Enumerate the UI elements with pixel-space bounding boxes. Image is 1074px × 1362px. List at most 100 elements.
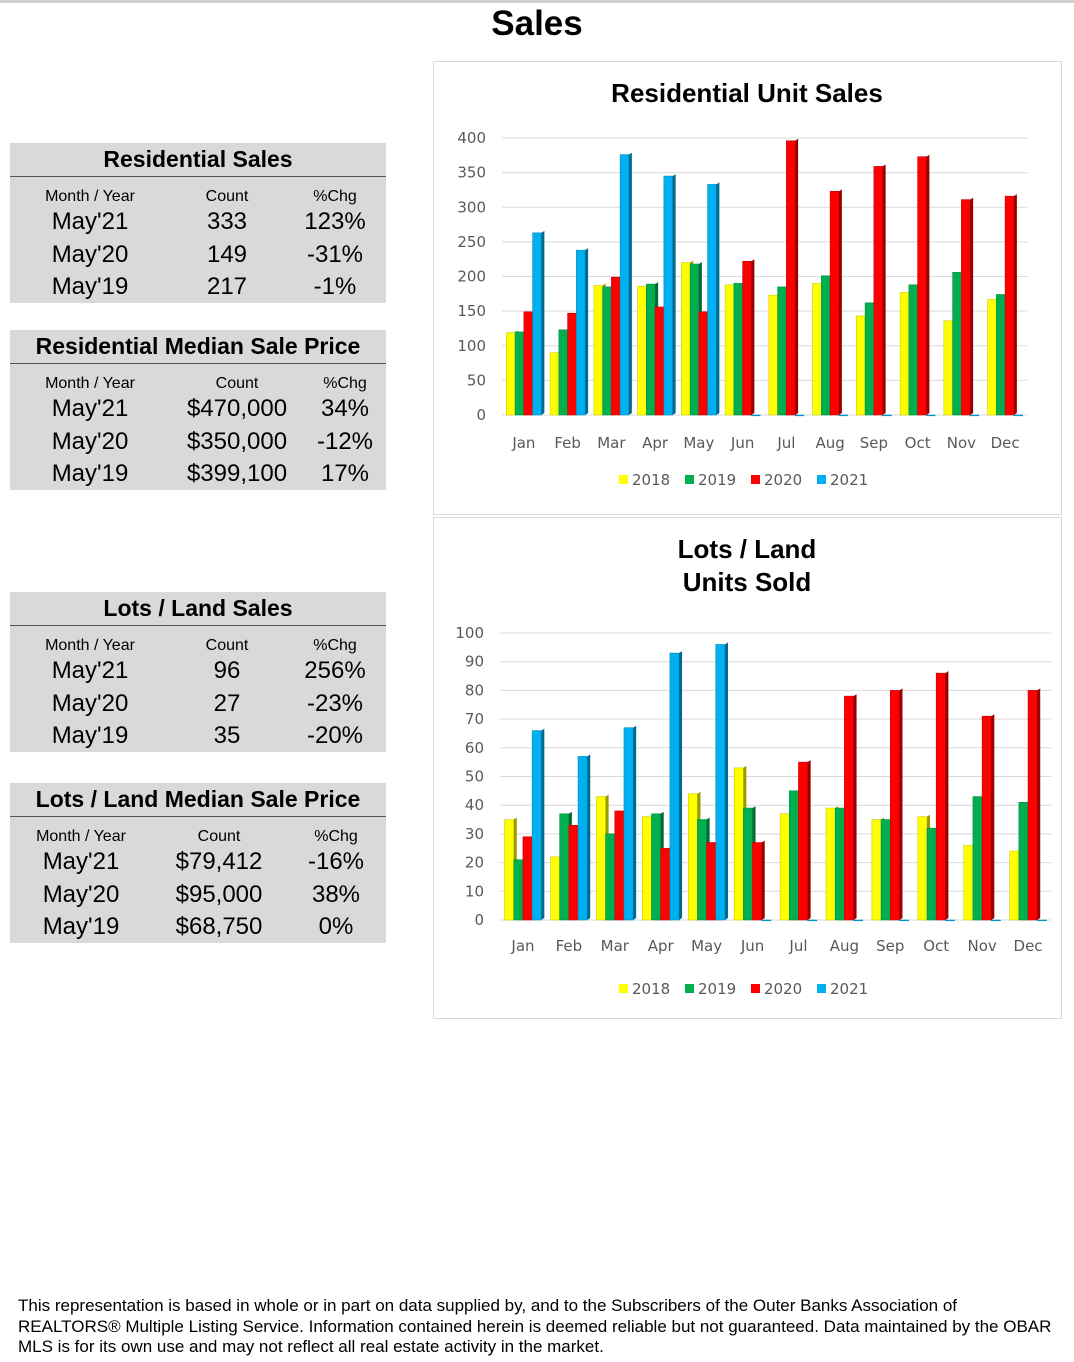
row-count: 217 [206, 273, 248, 300]
residential-unit-sales-chart: Residential Unit Sales 0 50 100 150 200 250 300… [433, 61, 1062, 515]
legend-label-2019: 2019 [698, 980, 736, 998]
bar-2018-jun [733, 767, 744, 921]
bar-2018-nov [963, 845, 974, 921]
bar-2020-sep [889, 690, 900, 921]
y-tick-label: 60 [465, 739, 484, 757]
row-count: 27 [213, 689, 241, 717]
bar-2021-may [715, 644, 726, 921]
table-row: May'19 35 -20% [10, 722, 386, 755]
legend-swatch-2021 [817, 984, 826, 993]
bar-depth [587, 754, 591, 920]
table-row: May'19 217 -1% [10, 273, 386, 306]
x-tick-label: Mar [601, 937, 630, 955]
table-header: Month / Year Count %Chg [10, 637, 386, 657]
legend-label-2020: 2020 [764, 980, 802, 998]
bar-2020-jun [742, 260, 752, 416]
legend-label-2019: 2019 [698, 471, 736, 489]
bar-2019-aug [834, 807, 845, 921]
bar-2018-jan [504, 819, 515, 921]
header-count: Count [205, 637, 249, 654]
bar-2020-oct [917, 156, 927, 416]
bar-2021-nov [969, 414, 980, 417]
bar-2018-jul [768, 294, 778, 416]
bar-2019-sep [864, 302, 875, 416]
table-row: May'19 $68,750 0% [10, 913, 386, 946]
bar-depth [541, 728, 545, 920]
bar-2020-feb [567, 312, 577, 416]
bar-2019-oct [926, 827, 937, 921]
bar-2021-feb [576, 249, 586, 416]
row-pct-change: 34% [320, 395, 370, 422]
legend-label-2021: 2021 [830, 471, 868, 489]
bar-depth [926, 154, 930, 415]
header-count: Count [215, 375, 259, 392]
bar-2018-oct [917, 816, 928, 921]
chart-title: Residential Unit Sales [611, 78, 883, 108]
bar-2019-apr [651, 813, 662, 921]
bar-depth [633, 725, 637, 920]
y-tick-label: 200 [457, 268, 486, 286]
bar-2018-apr [637, 285, 647, 416]
bar-2020-dec [1004, 195, 1015, 416]
row-pct-change: -23% [306, 689, 364, 717]
header-pct-change: %Chg [313, 188, 357, 205]
legend-label-2021: 2021 [830, 980, 868, 998]
bar-depth [899, 688, 903, 920]
bar-2020-mar [611, 276, 621, 416]
y-tick-label: 80 [465, 681, 484, 699]
x-tick-label: Jan [511, 434, 535, 452]
x-tick-label: Aug [815, 434, 844, 452]
bar-2020-jan [523, 311, 533, 416]
row-period: May'19 [51, 722, 129, 749]
bar-2020-oct [935, 672, 946, 921]
bar-2021-mar [619, 154, 630, 416]
row-period: May'21 [51, 395, 129, 422]
bar-depth [1013, 194, 1017, 415]
row-period: May'20 [51, 240, 129, 268]
residential-unit-sales-svg: Residential Unit Sales 0 50 100 150 200 250 300… [457, 78, 1027, 489]
lots-land-units-sold-chart: Lots / Land Units Sold 0 10 20 30 40 50 60 70 80 90… [433, 517, 1062, 1019]
bar-2018-feb [550, 856, 560, 921]
bar-2019-jul [788, 790, 799, 921]
table-row: May'21 333 123% [10, 208, 386, 241]
bar-depth [807, 760, 811, 920]
table-row: May'20 27 -23% [10, 690, 386, 723]
legend-swatch-2019 [685, 475, 694, 484]
y-tick-label: 30 [465, 825, 484, 843]
bar-2020-apr [660, 847, 671, 921]
x-tick-label: Oct [923, 937, 949, 955]
row-period: May'20 [51, 689, 129, 717]
y-tick-label: 50 [467, 371, 486, 389]
row-count: 35 [213, 722, 241, 749]
header-pct-change: %Chg [314, 828, 358, 845]
bar-depth [838, 189, 842, 415]
row-period: May'21 [42, 848, 120, 875]
bar-depth [853, 694, 857, 920]
table-row: May'19 $399,100 17% [10, 460, 386, 493]
row-period: May'19 [42, 913, 120, 940]
x-tick-label: Feb [554, 434, 581, 452]
x-tick-label: Jul [776, 434, 795, 452]
bar-2021-jun [751, 414, 761, 417]
bar-2018-apr [642, 816, 652, 921]
x-tick-label: May [683, 434, 714, 452]
row-price: $95,000 [175, 880, 263, 908]
bar-2021-jul [794, 414, 805, 417]
y-tick-label: 150 [457, 302, 486, 320]
bar-2020-apr [654, 306, 665, 416]
bar-2021-jul [807, 919, 818, 922]
y-tick-label: 0 [476, 406, 486, 424]
bar-depth [761, 840, 765, 920]
y-tick-label: 0 [474, 911, 484, 929]
x-tick-label: Dec [991, 434, 1020, 452]
bar-2018-aug [825, 807, 836, 921]
bar-2021-apr [663, 175, 673, 416]
table-row: May'20 $350,000 -12% [10, 428, 386, 461]
lots-land-sales-table: Lots / Land Sales Month / Year Count %Ch… [10, 592, 386, 752]
bar-2019-jan [513, 859, 524, 921]
row-pct-change: 0% [318, 913, 354, 940]
bar-2020-feb [568, 824, 579, 921]
bar-2021-dec [1013, 414, 1023, 417]
bar-depth [724, 642, 728, 920]
row-pct-change: 123% [304, 208, 366, 235]
